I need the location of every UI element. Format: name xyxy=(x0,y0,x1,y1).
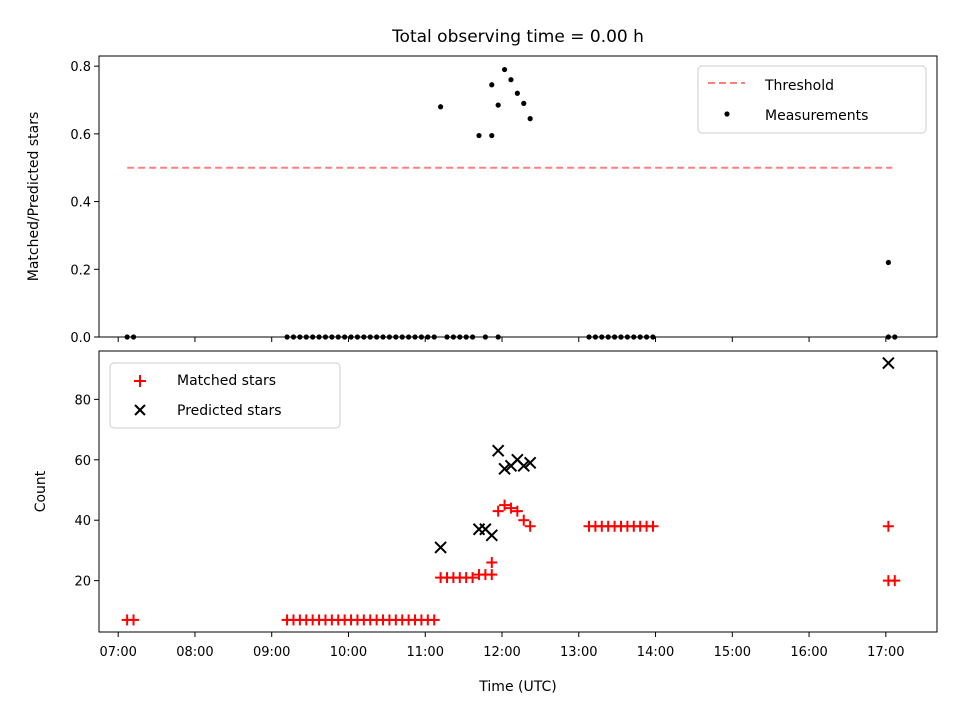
matched-star-point xyxy=(486,569,498,581)
matched-star-point xyxy=(499,499,511,511)
matched-star-point xyxy=(467,572,479,584)
measurement-point xyxy=(527,116,533,122)
top-y-axis-label: Matched/Predicted stars xyxy=(26,112,42,282)
y-tick-label: 0.8 xyxy=(70,60,91,75)
predicted-stars-points xyxy=(434,356,895,554)
measurement-point xyxy=(437,104,444,110)
legend-measurements-label: Measurements xyxy=(765,108,868,124)
y-tick-label: 60 xyxy=(74,454,91,469)
legend-threshold-label: Threshold xyxy=(764,78,834,94)
matched-star-point xyxy=(524,520,536,532)
predicted-star-point xyxy=(517,459,530,473)
top-axes-frame xyxy=(98,55,938,338)
matched-stars-points xyxy=(121,499,901,626)
measurement-point xyxy=(476,132,482,139)
measurement-point xyxy=(489,82,495,88)
predicted-star-point xyxy=(523,456,537,470)
x-tick-label: 13:00 xyxy=(560,645,597,660)
matched-star-point xyxy=(518,514,530,526)
legend-matched-swatch xyxy=(134,375,146,387)
measurement-point xyxy=(501,66,508,73)
y-tick-label: 0.0 xyxy=(70,331,91,346)
y-tick-label: 0.2 xyxy=(70,263,91,278)
measurement-point xyxy=(521,100,527,106)
y-tick-label: 80 xyxy=(74,393,91,408)
measurement-point xyxy=(885,259,891,266)
legend-matched-label: Matched stars xyxy=(177,373,276,389)
matched-star-point xyxy=(511,505,523,517)
x-tick-label: 14:00 xyxy=(637,645,674,660)
chart-title: Total observing time = 0.00 h xyxy=(391,27,644,47)
bottom-y-axis-label: Count xyxy=(33,470,49,512)
x-axis-label: Time (UTC) xyxy=(478,679,556,695)
x-tick-label: 16:00 xyxy=(790,645,827,660)
legend-predicted-label: Predicted stars xyxy=(177,403,282,419)
top-x-ticks xyxy=(117,337,887,342)
legend-measurements-swatch xyxy=(724,111,730,117)
x-tick-label: 17:00 xyxy=(867,645,904,660)
bottom-x-ticks: 07:00 08:00 09:00 10:00 11:00 12:00 13:00 14:00… xyxy=(99,632,905,660)
predicted-star-point xyxy=(485,529,498,542)
matched-star-point xyxy=(889,575,901,587)
y-tick-label: 20 xyxy=(74,575,91,590)
predicted-star-point xyxy=(491,444,505,457)
x-tick-label: 12:00 xyxy=(483,645,520,660)
x-tick-label: 11:00 xyxy=(407,645,444,660)
matched-star-point xyxy=(505,502,517,514)
measurement-point xyxy=(514,90,520,96)
bottom-y-ticks: 20 40 60 80 xyxy=(74,393,99,590)
x-tick-label: 08:00 xyxy=(176,645,213,660)
top-y-ticks: 0.0 0.2 0.4 0.6 0.8 xyxy=(70,60,99,346)
y-tick-label: 0.6 xyxy=(70,128,91,143)
measurement-point xyxy=(489,132,495,139)
matched-star-point xyxy=(486,557,498,569)
legend-predicted-swatch xyxy=(134,404,146,416)
predicted-star-point xyxy=(434,541,447,554)
x-tick-label: 09:00 xyxy=(253,645,290,660)
bottom-plot-area: 20 40 60 80 07:00 08:00 09:00 10:00 11:00 12:00 1… xyxy=(74,350,938,660)
bottom-axes-frame xyxy=(98,350,938,633)
matched-star-point xyxy=(492,505,504,517)
predicted-star-point xyxy=(498,462,511,476)
y-tick-label: 0.4 xyxy=(70,196,91,211)
top-legend: Threshold Measurements xyxy=(697,65,927,134)
y-tick-label: 40 xyxy=(74,514,91,529)
predicted-star-point xyxy=(882,356,895,370)
x-tick-label: 10:00 xyxy=(330,645,367,660)
x-tick-label: 15:00 xyxy=(714,645,751,660)
matched-star-point xyxy=(882,520,894,532)
matched-star-point xyxy=(647,520,659,532)
top-plot-area: 0.0 0.2 0.4 0.6 0.8 xyxy=(70,55,938,346)
bottom-legend: Matched stars Predicted stars xyxy=(109,362,341,429)
matched-star-point xyxy=(428,614,440,626)
matched-star-point xyxy=(128,614,140,626)
measurement-point xyxy=(495,102,501,108)
x-tick-label: 07:00 xyxy=(99,645,136,660)
measurement-point xyxy=(508,77,514,83)
